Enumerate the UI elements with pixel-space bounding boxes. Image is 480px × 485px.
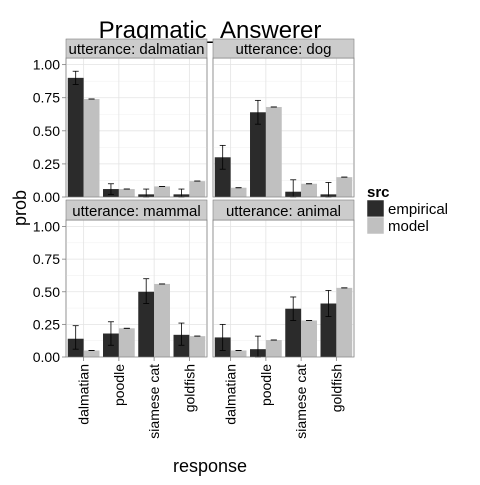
facet-strip [212, 38, 355, 59]
bar-model-dalmatian [83, 99, 100, 197]
legend-label-model: model [388, 218, 429, 235]
y-tick-label: 0.75 [33, 90, 60, 106]
y-tick-label: 0.75 [33, 251, 60, 267]
y-tick-label: 0.25 [33, 156, 60, 172]
facet-panels: utterance: dalmatian 0.00 0.25 0.50 0.75 1.00… [33, 38, 355, 439]
bar-empirical-dalmatian [214, 157, 231, 197]
bar-model-siamese-cat [301, 183, 317, 197]
bar-empirical-dalmatian [67, 77, 84, 197]
y-tick-label: 0.50 [33, 123, 60, 139]
y-tick-label: 0.25 [33, 316, 60, 332]
bar-empirical-siamese-cat [285, 308, 302, 357]
bar-model-goldfish [336, 177, 353, 197]
legend-key-model [366, 216, 385, 235]
facet-strip-label: utterance: dalmatian [69, 41, 205, 58]
y-axis-label: prob [10, 190, 30, 226]
bar-model-poodle [265, 106, 282, 197]
bar-model-siamese-cat [301, 320, 317, 357]
bar-model-poodle [118, 328, 135, 357]
legend-title: src [367, 184, 390, 201]
bar-empirical-poodle [250, 112, 266, 197]
legend-key-empirical [366, 199, 385, 218]
y-tick-label: 0.50 [33, 284, 60, 300]
facet-strip [212, 199, 355, 221]
bar-model-poodle [118, 189, 135, 197]
facet-strip [65, 38, 208, 59]
y-tick-label: 1.00 [33, 219, 60, 235]
bar-empirical-goldfish [320, 303, 337, 357]
facet-strip-label: utterance: animal [226, 203, 341, 220]
bar-model-poodle [265, 340, 282, 357]
facet-strip [65, 199, 208, 221]
bar-model-siamese-cat [154, 186, 170, 197]
bar-model-dalmatian [230, 187, 247, 197]
bar-empirical-goldfish [173, 334, 190, 357]
y-tick-label: 0.00 [33, 349, 60, 365]
bar-model-goldfish [336, 287, 353, 357]
x-tick-label: siamese cat [293, 364, 309, 439]
bar-model-dalmatian [230, 350, 247, 357]
x-tick-label: goldfish [328, 364, 344, 412]
facet-strip-label: utterance: dog [236, 41, 332, 58]
facet-strip-label: utterance: mammal [72, 203, 200, 220]
bar-model-dalmatian [83, 350, 100, 357]
y-tick-label: 0.00 [33, 189, 60, 205]
x-tick-label: dalmatian [76, 364, 92, 425]
x-tick-label: dalmatian [223, 364, 239, 425]
bar-model-goldfish [189, 181, 206, 197]
x-tick-label: siamese cat [146, 364, 162, 439]
legend-label-empirical: empirical [388, 201, 448, 218]
bar-model-goldfish [189, 336, 206, 357]
bar-empirical-siamese-cat [138, 291, 155, 357]
x-tick-label: poodle [258, 364, 274, 406]
x-tick-label: goldfish [181, 364, 197, 412]
bar-model-siamese-cat [154, 283, 170, 357]
panel-background [212, 57, 355, 198]
y-tick-label: 1.00 [33, 57, 60, 73]
x-tick-label: poodle [111, 364, 127, 406]
x-axis-label: response [173, 456, 247, 476]
